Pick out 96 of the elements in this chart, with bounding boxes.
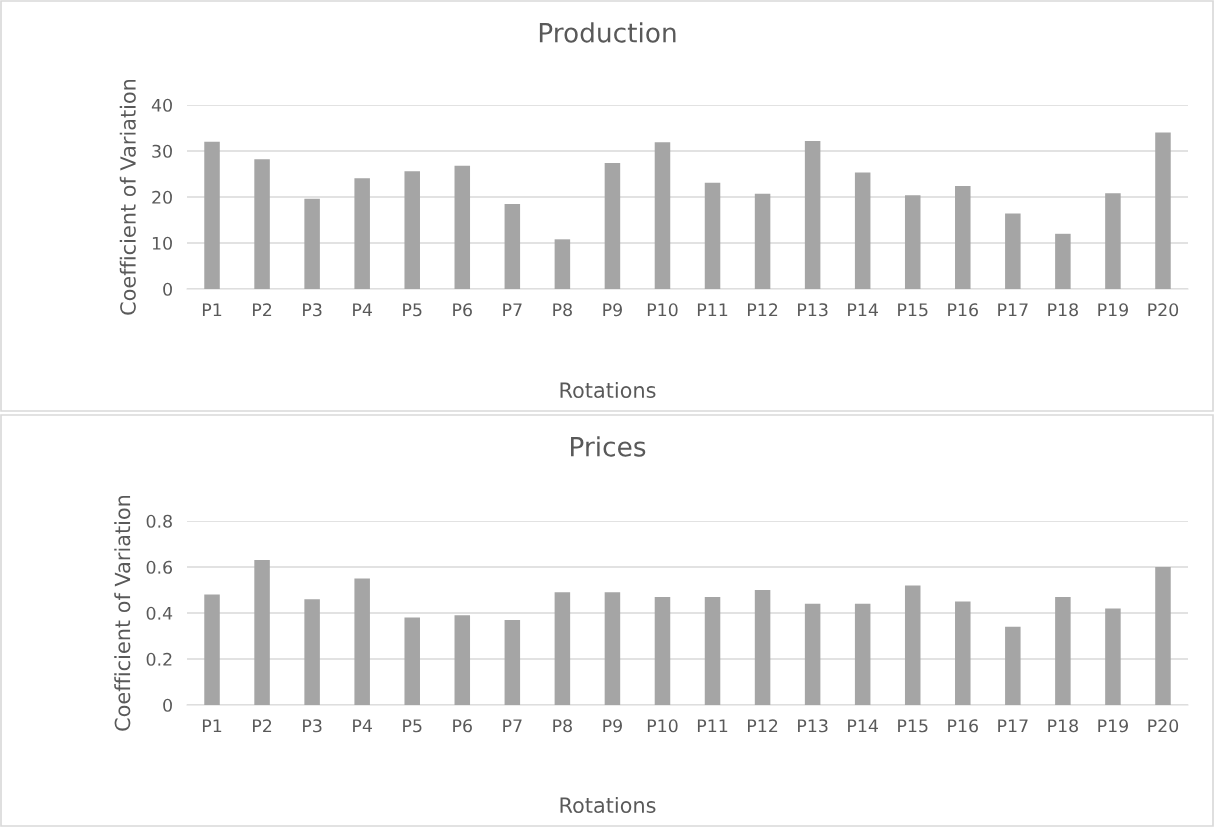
bar	[354, 178, 370, 289]
bar	[1155, 567, 1171, 705]
bar	[504, 619, 521, 705]
x-tick-label: P15	[898, 303, 928, 317]
x-tick-label: P17	[998, 303, 1028, 317]
x-tick-label: P11	[697, 303, 728, 317]
bar	[1155, 132, 1171, 289]
x-tick-label: P1	[202, 719, 222, 733]
x-tick-label: P5	[403, 719, 422, 733]
bar	[554, 592, 571, 705]
bar	[604, 162, 621, 289]
bar	[955, 185, 971, 289]
x-tick-label: P9	[603, 719, 622, 733]
x-tick-label: P10	[647, 303, 678, 317]
x-tick-label: P18	[1048, 719, 1078, 733]
bar	[554, 239, 571, 289]
x-axis-title: Rotations	[560, 796, 656, 814]
bar	[704, 596, 721, 705]
y-tick-label: 0	[163, 698, 172, 712]
x-tick-label: P13	[798, 719, 828, 733]
bar	[1005, 213, 1021, 289]
x-tick-label: P6	[453, 303, 472, 317]
x-tick-label: P18	[1048, 303, 1078, 317]
x-tick-label: P2	[253, 303, 272, 317]
y-tick-label: 0.8	[146, 514, 172, 528]
x-tick-label: P16	[948, 303, 978, 317]
y-tick-label: 0.6	[146, 560, 173, 574]
y-tick-label: 0	[163, 282, 172, 296]
bar	[804, 140, 821, 289]
bar	[904, 585, 921, 705]
x-tick-label: P3	[303, 719, 322, 733]
x-axis-title: Rotations	[560, 381, 656, 399]
bar	[955, 601, 971, 705]
chart-title: Production	[539, 22, 676, 43]
y-tick-label: 0.2	[146, 652, 172, 666]
bar	[1105, 193, 1121, 289]
bar	[654, 596, 671, 705]
bar	[854, 603, 871, 705]
x-tick-label: P11	[697, 719, 728, 733]
bar	[404, 171, 420, 289]
x-tick-label: P3	[303, 303, 322, 317]
y-tick-label: 30	[152, 144, 172, 158]
bar	[304, 198, 320, 289]
bar	[1005, 626, 1021, 705]
x-tick-label: P17	[998, 719, 1028, 733]
x-tick-label: P4	[353, 719, 372, 733]
y-axis-title: Coefficient of Variation	[119, 79, 136, 315]
x-tick-label: P14	[848, 303, 878, 317]
bar	[654, 142, 671, 289]
chart-title: Prices	[571, 436, 646, 457]
bar	[604, 592, 621, 705]
bar	[254, 159, 270, 289]
bar	[754, 193, 771, 289]
bar	[254, 560, 270, 705]
x-tick-label: P12	[748, 719, 778, 733]
x-tick-label: P6	[453, 719, 472, 733]
x-tick-label: P16	[948, 719, 978, 733]
x-tick-label: P20	[1148, 303, 1179, 317]
x-tick-label: P19	[1098, 719, 1128, 733]
bar	[804, 603, 821, 705]
x-tick-label: P13	[798, 303, 828, 317]
x-tick-label: P14	[848, 719, 878, 733]
bar	[854, 172, 871, 289]
bar	[204, 141, 220, 289]
x-tick-label: P19	[1098, 303, 1128, 317]
x-tick-label: P1	[202, 303, 222, 317]
y-axis-title: Coefficient of Variation	[114, 495, 131, 731]
bar	[304, 599, 320, 705]
x-tick-label: P20	[1148, 719, 1179, 733]
x-tick-label: P8	[553, 303, 572, 317]
y-tick-label: 20	[152, 190, 172, 204]
bar	[354, 578, 370, 705]
bar	[204, 594, 220, 705]
x-tick-label: P2	[253, 719, 272, 733]
y-tick-label: 10	[152, 236, 172, 250]
x-tick-label: P7	[503, 303, 522, 317]
x-tick-label: P7	[503, 719, 522, 733]
x-tick-label: P9	[603, 303, 622, 317]
bar	[404, 617, 420, 705]
bar	[454, 615, 471, 705]
y-tick-label: 0.4	[146, 606, 173, 620]
bar	[454, 165, 471, 289]
x-tick-label: P10	[647, 719, 678, 733]
x-tick-label: P15	[898, 719, 928, 733]
bar	[1055, 596, 1071, 705]
x-tick-label: P5	[403, 303, 422, 317]
x-tick-label: P8	[553, 719, 572, 733]
y-tick-label: 40	[151, 98, 172, 112]
bar	[904, 195, 921, 289]
x-tick-label: P12	[748, 303, 778, 317]
bar	[1105, 608, 1121, 705]
bar	[504, 203, 521, 289]
x-tick-label: P4	[353, 303, 372, 317]
bar	[704, 182, 721, 289]
bar	[754, 590, 771, 705]
bar	[1055, 233, 1071, 289]
